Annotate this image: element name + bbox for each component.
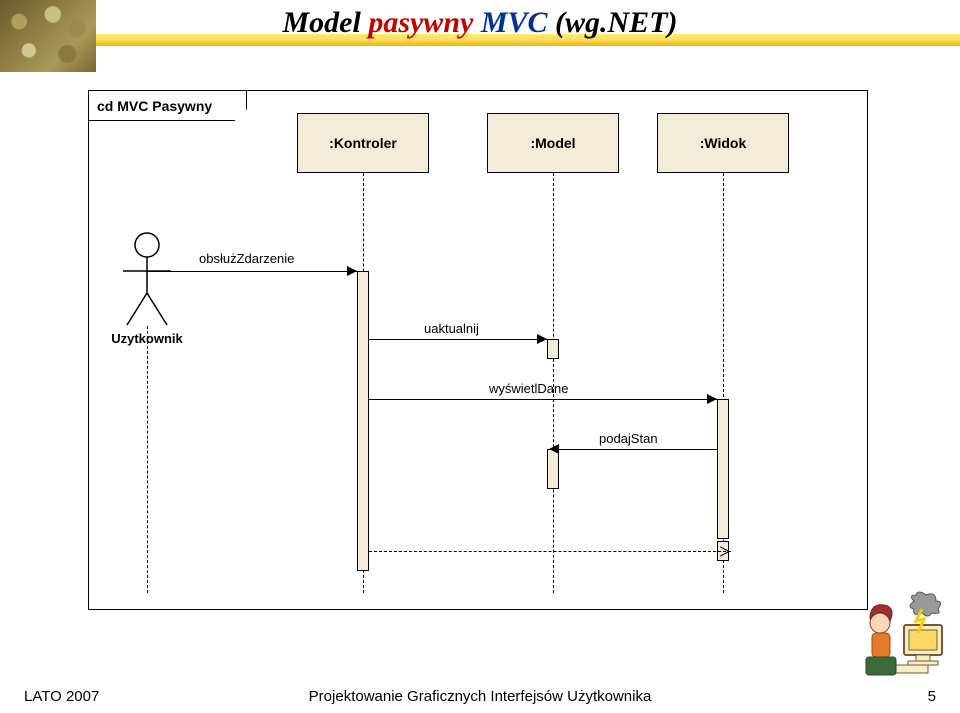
msg-podajstan: [559, 449, 717, 450]
activation-kontroler: [357, 271, 369, 571]
frame-tab: cd MVC Pasywny: [89, 91, 247, 121]
msg-label-wyswietldane: wyświetlDane: [489, 381, 568, 396]
activation-model-uaktualnij: [547, 339, 559, 359]
footer-center: Projektowanie Graficznych Interfejsów Uż…: [0, 688, 960, 705]
msg-uaktualnij: [369, 339, 547, 340]
msg-label-obsluzzdarzenie: obsłużZdarzenie: [199, 251, 294, 266]
arrow-wyswietldane: [707, 394, 717, 404]
lifeline-label-kontroler: :Kontroler: [329, 135, 397, 151]
msg-label-podajstan: podajStan: [599, 431, 658, 446]
slide-title: Model pasywny MVC (wg.NET): [0, 6, 960, 40]
lifeline-head-model: :Model: [487, 113, 619, 173]
arrow-obsluzzdarzenie: [347, 266, 357, 276]
cartoon-icon: [856, 591, 948, 681]
title-word-4: (wg.NET): [555, 6, 678, 39]
lifeline-head-kontroler: :Kontroler: [297, 113, 429, 173]
msg-obsluzzdarzenie: [147, 271, 357, 272]
msg-return: [369, 551, 731, 552]
msg-wyswietldane: [369, 399, 717, 400]
activation-model-podajstan: [547, 449, 559, 489]
lifeline-head-widok: :Widok: [657, 113, 789, 173]
arrow-uaktualnij: [537, 334, 547, 344]
frame-tab-prefix: cd: [97, 98, 113, 114]
msg-label-uaktualnij: uaktualnij: [424, 321, 479, 336]
arrow-podajstan: [549, 444, 559, 454]
title-word-1: Model: [282, 6, 360, 39]
lifeline-label-widok: :Widok: [700, 135, 747, 151]
footer-right: 5: [928, 688, 936, 705]
sequence-diagram-frame: cd MVC Pasywny :Kontroler :Model :Widok …: [88, 90, 868, 610]
title-word-3: MVC: [481, 6, 548, 39]
lifeline-label-model: :Model: [530, 135, 575, 151]
frame-tab-name: MVC Pasywny: [117, 98, 212, 114]
title-word-2: pasywny: [368, 6, 473, 39]
lifeline-line-actor: [147, 326, 148, 593]
activation-widok: [717, 399, 729, 539]
actor-label: Uzytkownik: [97, 331, 197, 346]
arrow-return-right: [719, 546, 729, 556]
actor-uzytkownik: Uzytkownik: [117, 231, 177, 361]
